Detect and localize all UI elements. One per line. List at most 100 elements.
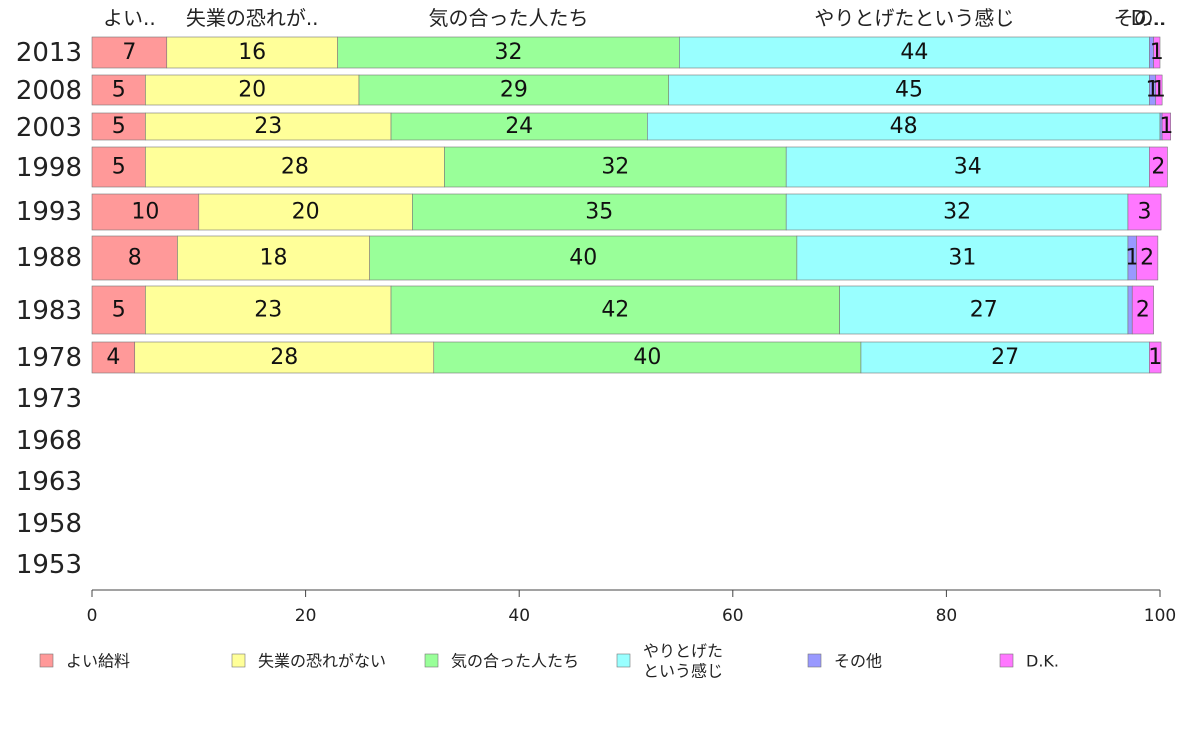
- data-label: 45: [895, 78, 923, 103]
- category-label: 1963: [16, 467, 82, 497]
- bar-segment: [1149, 146, 1168, 188]
- data-label: 42: [601, 298, 629, 323]
- series-top-label: やりとげたという感じ: [814, 6, 1014, 30]
- data-label: 23: [254, 298, 282, 323]
- series-top-label: よい..: [103, 6, 156, 30]
- bar-segment: [1149, 341, 1162, 374]
- bar-segment: [91, 341, 136, 374]
- data-label: 1: [1152, 78, 1166, 103]
- data-label: 5: [112, 78, 126, 103]
- data-label: 5: [112, 155, 126, 180]
- bars: 7 16 32 44 15 20 29 45 115 23 24 48 15 28 32 34 210 20 35 3…: [91, 36, 1173, 374]
- x-tick-label: 80: [936, 606, 958, 626]
- bar-segment: [145, 112, 392, 141]
- data-label: 2: [1151, 155, 1165, 180]
- bar-segment: [444, 146, 787, 188]
- bar-segment: [1161, 112, 1171, 141]
- bar-segment: [390, 285, 840, 335]
- data-label: 32: [943, 200, 971, 225]
- data-label: 1: [1150, 40, 1164, 65]
- bar-segment: [145, 285, 392, 335]
- category-label: 1978: [16, 343, 82, 373]
- bar-segment: [390, 112, 648, 141]
- category-label: 1968: [16, 426, 82, 456]
- bar-segment: [91, 74, 146, 106]
- legend-label: D.K.: [1026, 652, 1059, 671]
- data-label: 5: [112, 298, 126, 323]
- data-label: 20: [292, 200, 320, 225]
- bar-segment: [166, 36, 338, 69]
- data-label: 4: [106, 345, 120, 370]
- legend-swatch: [39, 653, 54, 668]
- top-series-labels: よい.. 失業の恐れが.. 気の合った人たち やりとげたという感じ その..D...: [103, 6, 1166, 30]
- data-label: 27: [991, 345, 1019, 370]
- category-label: 1998: [16, 153, 82, 183]
- data-label: 32: [495, 40, 523, 65]
- data-label: 28: [281, 155, 309, 180]
- data-label: 1: [1159, 114, 1173, 139]
- legend-label: 気の合った人たち: [451, 652, 579, 671]
- bar-segment: [785, 146, 1150, 188]
- bar-segment: [369, 235, 798, 281]
- legend-label: よい給料: [66, 652, 130, 671]
- data-label: 18: [260, 246, 288, 271]
- category-label: 1988: [16, 243, 82, 273]
- bar-segment: [145, 74, 360, 106]
- data-label: 32: [601, 155, 629, 180]
- bar-segment: [668, 74, 1150, 106]
- data-label: 23: [254, 114, 282, 139]
- data-label: 48: [890, 114, 918, 139]
- series-top-label: その..: [1114, 6, 1167, 30]
- data-label: 10: [131, 200, 159, 225]
- bar-segment: [1155, 74, 1163, 106]
- legend-swatch: [999, 653, 1014, 668]
- series-top-label: D...: [1131, 6, 1165, 30]
- bar-segment: [1136, 235, 1159, 281]
- category-label: 1958: [16, 509, 82, 539]
- bar-segment: [177, 235, 370, 281]
- data-label: 34: [954, 155, 982, 180]
- data-label: 20: [238, 78, 266, 103]
- legend-swatch: [616, 653, 631, 668]
- category-labels: 2013 2008 2003 1998 1993 1988 1983 1978 1973 1968…: [16, 38, 82, 580]
- bar-segment: [839, 285, 1129, 335]
- bar-segment: [337, 36, 680, 69]
- category-label: 1973: [16, 384, 82, 414]
- legend-label: やりとげた: [643, 642, 723, 661]
- x-tick-label: 60: [722, 606, 744, 626]
- legend-swatch: [807, 653, 822, 668]
- data-label: 28: [270, 345, 298, 370]
- data-label: 1: [1148, 345, 1162, 370]
- bar-segment: [785, 193, 1129, 231]
- category-label: 2008: [16, 76, 82, 106]
- bar-segment: [647, 112, 1161, 141]
- legend-swatch: [424, 653, 439, 668]
- data-label: 7: [122, 40, 136, 65]
- bar-segment: [91, 235, 178, 281]
- x-axis: 0 20 40 60 80 100: [87, 589, 1176, 626]
- series-top-label: 気の合った人たち: [429, 6, 589, 30]
- data-label: 31: [948, 246, 976, 271]
- data-label: 44: [900, 40, 928, 65]
- bar-segment: [91, 193, 200, 231]
- data-label: 27: [970, 298, 998, 323]
- category-label: 1953: [16, 550, 82, 580]
- data-label: 3: [1138, 200, 1152, 225]
- category-label: 1993: [16, 197, 82, 227]
- category-label: 1983: [16, 296, 82, 326]
- bar-segment: [91, 36, 168, 69]
- data-label: 1: [1125, 246, 1139, 271]
- legend-swatch: [231, 653, 246, 668]
- data-label: 5: [112, 114, 126, 139]
- data-label: 2: [1140, 246, 1154, 271]
- data-label: 40: [633, 345, 661, 370]
- x-tick-label: 0: [87, 606, 98, 626]
- bar-segment: [433, 341, 862, 374]
- data-label: 24: [505, 114, 533, 139]
- bar-segment: [1131, 285, 1154, 335]
- legend: よい給料 失業の恐れがない 気の合った人たち やりとげたという感じ その他 D.K.: [39, 642, 1059, 681]
- bar-segment: [1153, 36, 1161, 69]
- bar-segment: [358, 74, 670, 106]
- category-label: 2003: [16, 113, 82, 143]
